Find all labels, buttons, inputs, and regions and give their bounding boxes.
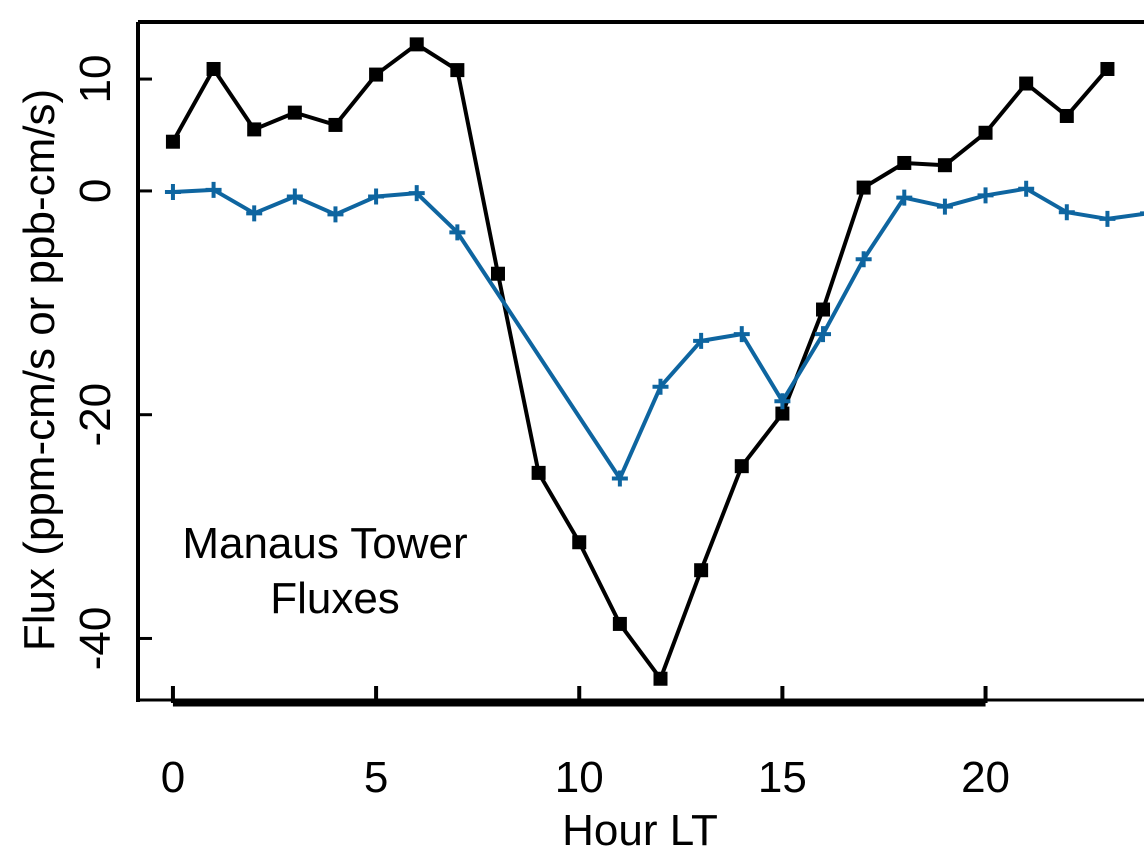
x-tick-label: 5 — [364, 753, 388, 802]
y-tick-label: 10 — [71, 55, 120, 104]
marker — [897, 155, 912, 170]
marker — [490, 266, 505, 281]
marker — [327, 206, 344, 223]
marker — [936, 198, 953, 215]
marker — [1100, 61, 1115, 76]
marker — [1140, 211, 1144, 216]
marker — [978, 125, 993, 140]
x-tick-label: 15 — [758, 753, 807, 802]
series-line — [172, 186, 1144, 481]
marker — [369, 67, 384, 82]
marker — [164, 184, 181, 201]
marker — [368, 188, 385, 205]
marker — [855, 251, 872, 268]
marker — [206, 61, 221, 76]
marker — [694, 563, 709, 578]
y-axis-label: Flux (ppm-cm/s or ppb-cm/s) — [15, 89, 64, 651]
marker — [775, 406, 790, 421]
marker — [409, 37, 424, 52]
marker — [450, 63, 465, 78]
x-tick-label: 0 — [161, 753, 185, 802]
marker — [408, 185, 425, 202]
marker — [733, 326, 750, 343]
marker — [165, 134, 180, 149]
marker — [774, 393, 791, 410]
marker — [815, 326, 832, 343]
y-tick-label: -40 — [71, 607, 120, 671]
marker — [816, 302, 831, 317]
marker — [937, 158, 952, 173]
marker — [531, 465, 546, 480]
marker — [856, 180, 871, 195]
plot-area — [164, 37, 1144, 686]
marker — [1058, 204, 1075, 221]
marker — [693, 332, 710, 349]
marker — [246, 205, 263, 222]
marker — [205, 181, 222, 198]
marker — [652, 378, 669, 395]
marker — [247, 122, 262, 137]
marker — [328, 117, 343, 132]
marker — [449, 224, 466, 241]
marker — [977, 187, 994, 204]
marker — [286, 188, 303, 205]
marker — [734, 459, 749, 474]
marker — [1018, 180, 1035, 197]
marker — [1019, 76, 1034, 91]
y-tick-label: 0 — [71, 179, 120, 203]
annotation: Fluxes — [270, 574, 400, 623]
x-axis-label: Hour LT — [562, 806, 718, 854]
y-tick-label: -20 — [71, 383, 120, 447]
marker — [653, 671, 668, 686]
marker — [611, 470, 628, 487]
marker — [896, 189, 913, 206]
x-tick-label: 20 — [961, 753, 1010, 802]
x-tick-label: 10 — [555, 753, 604, 802]
marker — [1059, 108, 1074, 123]
marker — [1099, 210, 1116, 227]
marker — [612, 616, 627, 631]
annotation: Manaus Tower — [182, 519, 467, 568]
marker — [287, 105, 302, 120]
marker — [572, 535, 587, 550]
